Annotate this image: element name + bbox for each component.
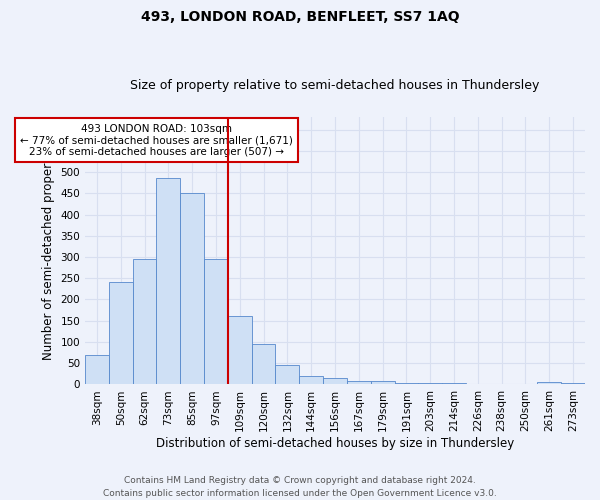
Bar [180, 194, 204, 384]
Bar [561, 383, 585, 384]
Bar [395, 383, 418, 384]
Text: 493, LONDON ROAD, BENFLEET, SS7 1AQ: 493, LONDON ROAD, BENFLEET, SS7 1AQ [140, 10, 460, 24]
X-axis label: Distribution of semi-detached houses by size in Thundersley: Distribution of semi-detached houses by … [156, 437, 514, 450]
Bar [299, 376, 323, 384]
Bar [347, 381, 371, 384]
Bar [85, 354, 109, 384]
Bar [157, 178, 180, 384]
Title: Size of property relative to semi-detached houses in Thundersley: Size of property relative to semi-detach… [130, 79, 539, 92]
Bar [109, 282, 133, 384]
Bar [204, 259, 228, 384]
Bar [251, 344, 275, 384]
Bar [442, 383, 466, 384]
Bar [228, 316, 251, 384]
Bar [371, 380, 395, 384]
Bar [418, 383, 442, 384]
Bar [275, 365, 299, 384]
Bar [538, 382, 561, 384]
Y-axis label: Number of semi-detached properties: Number of semi-detached properties [42, 142, 55, 360]
Bar [323, 378, 347, 384]
Text: 493 LONDON ROAD: 103sqm
← 77% of semi-detached houses are smaller (1,671)
23% of: 493 LONDON ROAD: 103sqm ← 77% of semi-de… [20, 124, 293, 156]
Text: Contains HM Land Registry data © Crown copyright and database right 2024.
Contai: Contains HM Land Registry data © Crown c… [103, 476, 497, 498]
Bar [133, 259, 157, 384]
